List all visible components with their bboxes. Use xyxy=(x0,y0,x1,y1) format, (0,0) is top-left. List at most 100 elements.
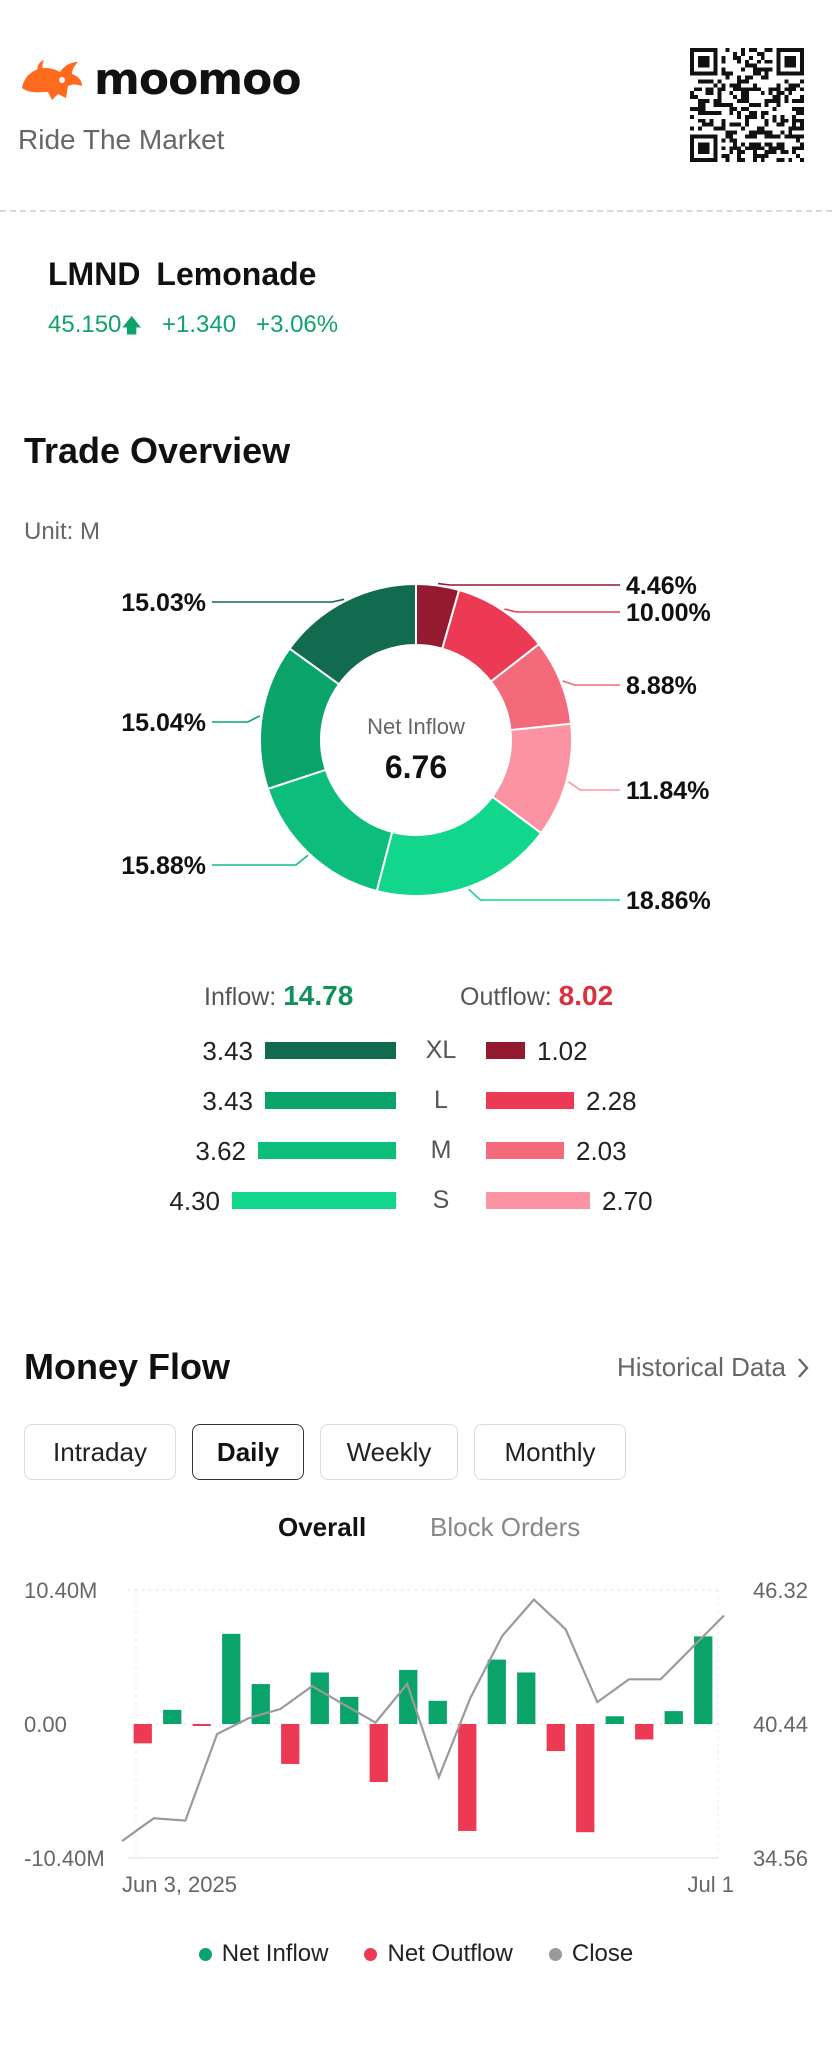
inflow-bar xyxy=(232,1192,396,1209)
subtab-block-orders[interactable]: Block Orders xyxy=(430,1512,581,1542)
donut-leader-line xyxy=(212,715,261,723)
stock-name: Lemonade xyxy=(156,256,317,292)
order-size-label: L xyxy=(434,1086,448,1114)
outflow-label: Outflow: xyxy=(460,983,552,1011)
net-inflow-bar xyxy=(399,1669,418,1724)
net-outflow-bar xyxy=(458,1724,477,1831)
order-size-label: XL xyxy=(425,1036,457,1064)
net-inflow-bar xyxy=(222,1633,241,1724)
tab-intraday[interactable]: Intraday xyxy=(24,1424,176,1480)
net-inflow-bar xyxy=(517,1672,536,1724)
flow-row-s: 4.30 S 2.70 xyxy=(0,1180,832,1220)
flow-row-l: 3.43 L 2.28 xyxy=(0,1080,832,1120)
trade-overview-donut-chart: Net Inflow 6.76 4.46%10.00% 8.88% 11.84% 18… xyxy=(121,572,711,915)
outflow-value: 8.02 xyxy=(558,980,614,1011)
outflow-summary: Outflow: 8.02 xyxy=(460,980,613,1012)
donut-slice xyxy=(266,768,394,893)
donut-percent-label: 10.00% xyxy=(626,599,711,627)
brand-name: moomoo xyxy=(94,54,302,105)
inflow-amount: 3.62 xyxy=(195,1136,246,1166)
legend-net-inflow: Net Inflow xyxy=(198,1940,328,1968)
stock-change: +1.340 xyxy=(161,311,237,338)
stock-header: LMND Lemonade 45.150🡅 +1.340 +3.06% xyxy=(48,256,338,345)
divider xyxy=(0,210,832,212)
subtab-overall[interactable]: Overall xyxy=(278,1512,367,1542)
x-start-label: Jun 3, 2025 xyxy=(122,1872,237,1897)
y-left-tick-label: 10.40M xyxy=(24,1578,97,1603)
donut-percent-label: 15.04% xyxy=(121,709,206,737)
net-inflow-bar xyxy=(428,1700,447,1724)
donut-leader-line xyxy=(437,582,620,586)
net-inflow-bar xyxy=(310,1672,329,1724)
donut-percent-label: 8.88% xyxy=(626,672,697,700)
net-outflow-bar xyxy=(576,1724,595,1833)
header: moomoo Ride The Market xyxy=(0,0,832,212)
inflow-bar xyxy=(258,1142,396,1159)
net-outflow-bar xyxy=(635,1724,654,1740)
inflow-summary: Inflow: 14.78 xyxy=(204,980,353,1012)
net-inflow-bar xyxy=(251,1684,270,1724)
close-dot-icon xyxy=(548,1947,562,1961)
money-flow-chart: 10.40M 0.00 -10.40M 46.32 40.44 34.56 Jun 3, 2… xyxy=(24,1578,808,1897)
stock-price: 45.150 xyxy=(48,311,122,338)
net-outflow-dot-icon xyxy=(364,1947,378,1961)
tab-monthly[interactable]: Monthly xyxy=(474,1424,626,1480)
inflow-amount: 3.43 xyxy=(202,1086,253,1116)
net-outflow-bar xyxy=(369,1724,388,1782)
tab-weekly[interactable]: Weekly xyxy=(320,1424,458,1480)
historical-data-link[interactable]: Historical Data xyxy=(617,1352,810,1383)
trade-overview-title: Trade Overview xyxy=(24,430,291,471)
qr-code-icon[interactable] xyxy=(690,48,804,162)
net-inflow-bar xyxy=(664,1711,683,1724)
legend-close: Close xyxy=(548,1940,633,1968)
order-size-label: S xyxy=(432,1186,450,1214)
money-flow-title: Money Flow xyxy=(24,1346,230,1387)
donut-slice xyxy=(288,582,417,686)
tab-daily[interactable]: Daily xyxy=(192,1424,304,1480)
donut-center-value: 6.76 xyxy=(385,749,447,785)
stock-change-pct: +3.06% xyxy=(256,311,339,338)
donut-leader-line xyxy=(212,598,345,603)
donut-leader-line xyxy=(504,608,620,613)
historical-data-label: Historical Data xyxy=(616,1352,786,1382)
y-right-tick-label: 46.32 xyxy=(753,1578,808,1603)
period-tabs: Intraday Daily Weekly Monthly xyxy=(24,1424,626,1480)
inflow-bar xyxy=(265,1092,396,1109)
inflow-amount: 4.30 xyxy=(169,1186,220,1216)
inflow-amount: 3.43 xyxy=(202,1036,253,1066)
net-inflow-bar xyxy=(487,1659,506,1724)
close-price-line xyxy=(121,1598,725,1842)
donut-leader-line xyxy=(212,854,309,866)
y-right-tick-label: 40.44 xyxy=(753,1712,808,1737)
donut-center-label: Net Inflow xyxy=(367,714,465,739)
net-outflow-bar xyxy=(546,1724,565,1752)
donut-leader-line xyxy=(467,888,620,901)
flow-row-xl: 3.43 XL 1.02 xyxy=(0,1030,832,1070)
inflow-label: Inflow: xyxy=(204,983,277,1011)
brand-logo: moomoo xyxy=(18,54,302,105)
outflow-amount: 2.28 xyxy=(586,1086,637,1116)
outflow-amount: 1.02 xyxy=(537,1036,588,1066)
outflow-bar xyxy=(486,1142,564,1159)
inflow-value: 14.78 xyxy=(283,980,354,1011)
arrow-up-icon: 🡅 xyxy=(121,315,142,337)
stock-symbol: LMND xyxy=(48,256,141,292)
net-inflow-bar xyxy=(694,1636,713,1724)
net-inflow-dot-icon xyxy=(198,1947,212,1961)
outflow-amount: 2.70 xyxy=(602,1186,653,1216)
y-left-tick-label: 0.00 xyxy=(24,1712,67,1737)
outflow-amount: 2.03 xyxy=(576,1136,627,1166)
outflow-bar xyxy=(486,1092,574,1109)
y-right-tick-label: 34.56 xyxy=(753,1846,808,1871)
legend-net-outflow: Net Outflow xyxy=(364,1940,513,1968)
donut-percent-label: 11.84% xyxy=(626,777,709,805)
tagline: Ride The Market xyxy=(18,124,225,155)
stock-price-group: 45.150🡅 xyxy=(48,311,142,345)
donut-percent-label: 15.88% xyxy=(121,852,206,880)
y-left-tick-label: -10.40M xyxy=(24,1846,105,1871)
bull-logo-icon xyxy=(22,59,82,100)
net-outflow-bar xyxy=(192,1724,211,1726)
net-inflow-bar xyxy=(605,1716,624,1724)
donut-leader-line xyxy=(562,680,620,686)
donut-percent-label: 15.03% xyxy=(121,589,206,617)
